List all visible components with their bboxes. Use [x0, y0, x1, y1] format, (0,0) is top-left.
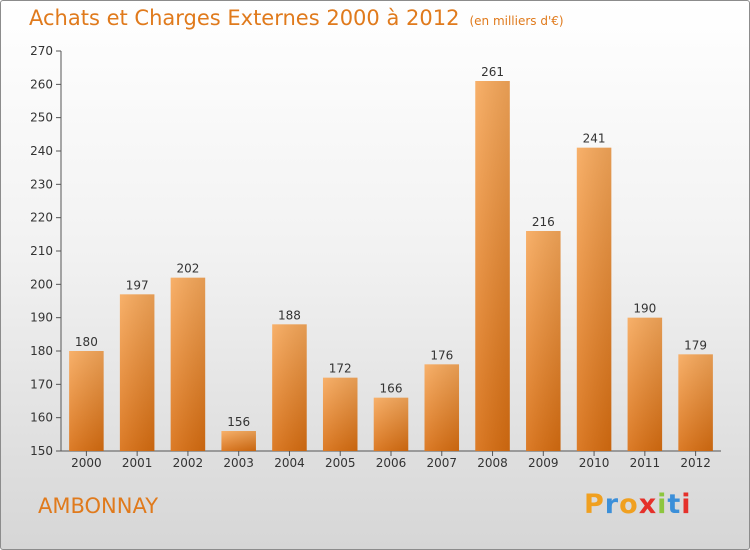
x-tick-label: 2003 [223, 456, 254, 470]
data-label: 166 [380, 382, 403, 396]
logo-letter: o [619, 489, 639, 520]
data-label: 156 [227, 415, 250, 429]
data-label: 176 [430, 348, 453, 362]
bar-shade-2001 [119, 294, 155, 451]
x-tick-label: 2010 [579, 456, 610, 470]
x-tick-label: 2001 [122, 456, 153, 470]
bar-shade-2009 [526, 231, 561, 451]
x-tick-label: 2007 [426, 456, 457, 470]
bar-shade-2008 [475, 81, 510, 451]
data-label: 241 [583, 132, 606, 146]
chart-subtitle: (en milliers d'€) [469, 14, 564, 28]
data-label: 261 [481, 65, 504, 79]
x-tick-label: 2012 [680, 456, 711, 470]
x-tick-label: 2009 [528, 456, 559, 470]
logo-letter: i [657, 489, 668, 520]
data-label: 197 [126, 278, 149, 292]
data-label: 179 [684, 338, 707, 352]
y-tick-label: 230 [30, 177, 53, 191]
data-label: 190 [633, 302, 656, 316]
bar-shade-2000 [69, 351, 104, 451]
logo-letter: t [667, 489, 682, 520]
chart-title: Achats et Charges Externes 2000 à 2012 (e… [29, 6, 564, 30]
y-tick-label: 190 [30, 311, 53, 325]
y-tick-label: 270 [30, 44, 53, 58]
x-tick-label: 2006 [376, 456, 407, 470]
x-tick-label: 2004 [274, 456, 305, 470]
bar-shade-2011 [627, 317, 663, 451]
chart-title-text: Achats et Charges Externes 2000 à 2012 [29, 6, 460, 30]
bar-shade-2012 [678, 354, 713, 451]
y-tick-label: 210 [30, 244, 53, 258]
x-tick-label: 2008 [477, 456, 508, 470]
y-tick-label: 180 [30, 344, 53, 358]
y-tick-label: 220 [30, 211, 53, 225]
x-tick-label: 2005 [325, 456, 356, 470]
y-tick-label: 200 [30, 277, 53, 291]
x-tick-label: 2000 [71, 456, 102, 470]
y-tick-label: 160 [30, 411, 53, 425]
y-tick-label: 170 [30, 377, 53, 391]
y-tick-label: 250 [30, 111, 53, 125]
x-tick-label: 2011 [630, 456, 661, 470]
bar-shade-2002 [170, 277, 206, 451]
bar-shade-2003 [221, 431, 256, 451]
logo-letter: r [604, 489, 620, 520]
data-label: 172 [329, 362, 352, 376]
data-label: 202 [176, 262, 199, 276]
x-tick-label: 2002 [173, 456, 204, 470]
bar-shade-2007 [424, 364, 460, 451]
y-tick-label: 260 [30, 77, 53, 91]
data-label: 180 [75, 335, 98, 349]
commune-name: AMBONNAY [38, 494, 159, 518]
data-label: 188 [278, 308, 301, 322]
bar-shade-2005 [322, 377, 358, 451]
logo-letter: x [638, 489, 658, 520]
logo-letter: i [681, 489, 692, 520]
y-tick-label: 150 [30, 444, 53, 458]
y-tick-label: 240 [30, 144, 53, 158]
bar-shade-2006 [373, 397, 409, 451]
bar-shade-2010 [576, 147, 612, 451]
proxiti-logo: Proxiti [584, 489, 692, 520]
data-label: 216 [532, 215, 555, 229]
logo-letter: P [584, 489, 605, 520]
bar-shade-2004 [272, 324, 307, 451]
